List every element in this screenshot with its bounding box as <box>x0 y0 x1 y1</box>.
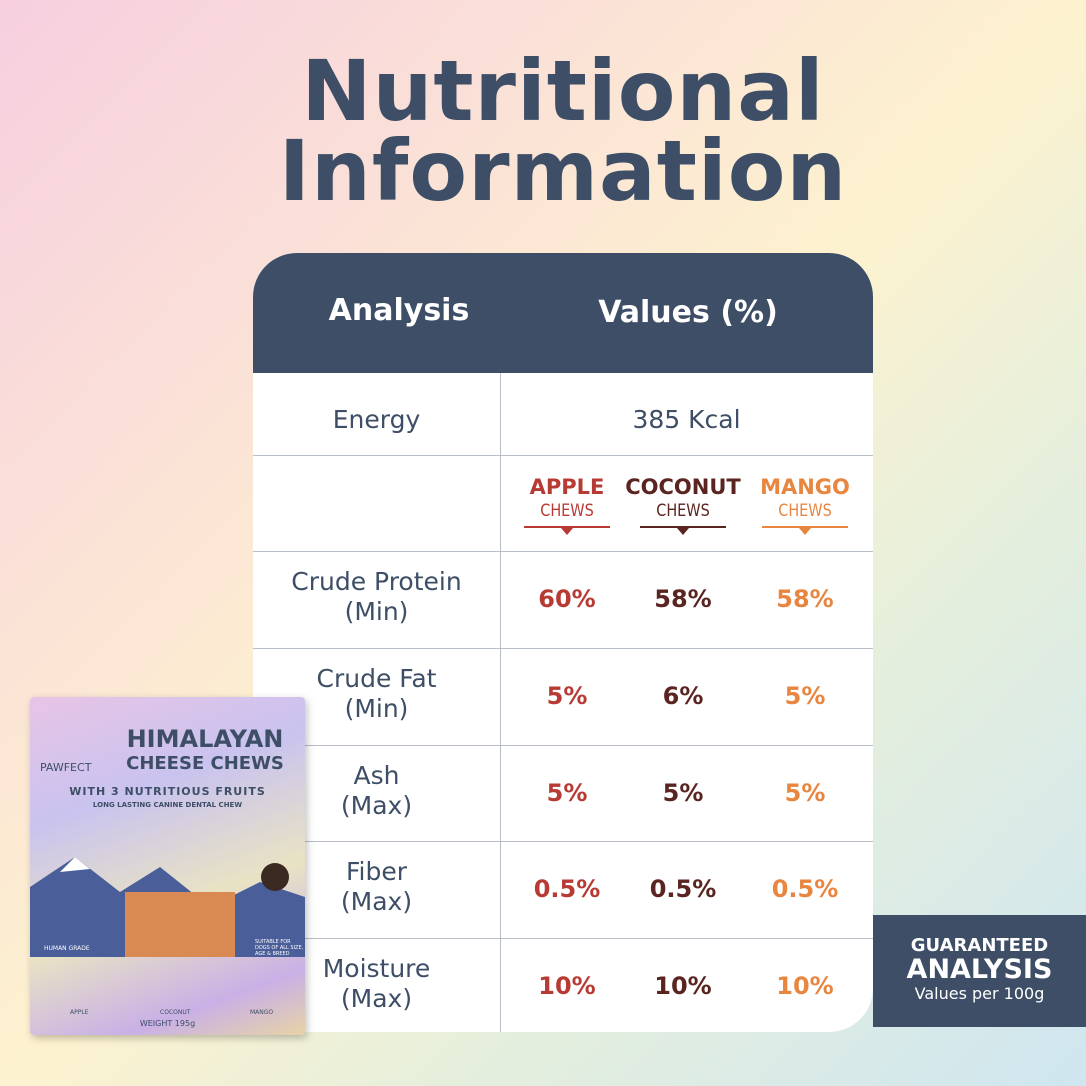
row-value: 10% <box>538 972 596 1000</box>
row-value: 60% <box>538 585 596 613</box>
product-name: HIMALAYAN <box>126 725 284 753</box>
badge-text: ANALYSIS <box>906 954 1053 985</box>
divider <box>253 745 873 746</box>
flavor-arrow <box>799 528 811 535</box>
row-value: 5% <box>546 682 588 710</box>
flavor-arrow <box>561 528 573 535</box>
header-cell: Analysis <box>328 293 470 328</box>
flavor-name: COCONUT <box>625 475 741 499</box>
divider <box>253 841 873 842</box>
product-box: PAWFECT HIMALAYAN CHEESE CHEWS WITH 3 NU… <box>30 697 305 1035</box>
row-label: Crude Protein <box>291 567 462 596</box>
flavor-sub: CHEWS <box>540 501 594 521</box>
row-label: Fiber <box>345 857 408 886</box>
row-value: 0.5% <box>533 875 601 903</box>
row-value: 10% <box>776 972 834 1000</box>
divider <box>253 938 873 939</box>
row-value: 0.5% <box>771 875 839 903</box>
weight: WEIGHT 195g <box>139 1019 196 1028</box>
title-line: Nutritional <box>301 42 825 140</box>
badge: GUARANTEED ANALYSIS Values per 100g <box>873 915 1086 1027</box>
row-value: 58% <box>776 585 834 613</box>
grade: HUMAN GRADE <box>44 945 90 952</box>
row-label: (Min) <box>344 597 409 626</box>
flavor-underline <box>762 526 848 528</box>
subline: LONG LASTING CANINE DENTAL CHEW <box>92 801 243 809</box>
flavor-sub: CHEWS <box>656 501 710 521</box>
row-value: 0.5% <box>649 875 717 903</box>
divider <box>253 648 873 649</box>
flavor-name: APPLE <box>529 475 605 499</box>
table-header: Analysis Values (%) <box>253 253 873 373</box>
row-value: 5% <box>784 682 826 710</box>
energy-value: 385 Kcal <box>632 405 741 434</box>
flavor-underline <box>640 526 726 528</box>
row-label: Moisture <box>322 954 431 983</box>
flavor-name: MANGO <box>760 475 850 499</box>
badge-text: GUARANTEED <box>910 935 1049 956</box>
row-label: Crude Fat <box>316 664 437 693</box>
flavor-sub: CHEWS <box>778 501 832 521</box>
flavor-arrow <box>677 528 689 535</box>
divider <box>500 373 501 1032</box>
header-cell: Values (%) <box>598 295 778 330</box>
row-value: 10% <box>654 972 712 1000</box>
suitable: SUITABLE FOR DOGS OF ALL SIZE, AGE & BRE… <box>255 939 304 957</box>
divider <box>253 455 873 456</box>
row-label: (Max) <box>340 984 413 1013</box>
row-label: Energy <box>332 405 421 434</box>
table-card: Analysis Values (%) Energy 385 Kcal Crud… <box>253 253 873 1032</box>
fruit: APPLE <box>70 1009 89 1016</box>
row-label: (Min) <box>344 694 409 723</box>
row-value: 6% <box>662 682 704 710</box>
row-label: (Max) <box>340 887 413 916</box>
row-value: 5% <box>784 779 826 807</box>
row-label: Ash <box>353 761 400 790</box>
tagline: WITH 3 NUTRITIOUS FRUITS <box>69 785 266 798</box>
fruit: MANGO <box>250 1009 274 1016</box>
brand: PAWFECT <box>40 761 92 774</box>
product-name: CHEESE CHEWS <box>126 753 284 774</box>
row-value: 5% <box>546 779 588 807</box>
fruit: COCONUT <box>160 1009 191 1016</box>
badge-text: Values per 100g <box>914 984 1045 1003</box>
row-value: 58% <box>654 585 712 613</box>
title-line: Information <box>278 122 848 220</box>
flavor-underline <box>524 526 610 528</box>
mountains <box>30 857 305 957</box>
divider <box>253 551 873 552</box>
row-label: (Max) <box>340 791 413 820</box>
row-value: 5% <box>662 779 704 807</box>
